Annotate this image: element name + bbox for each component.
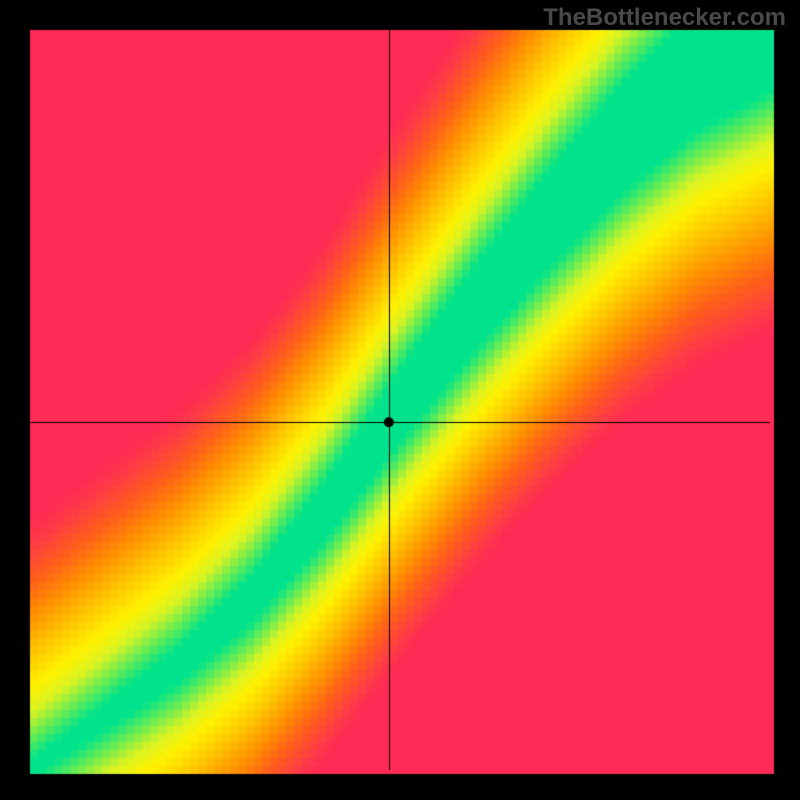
bottleneck-heatmap: [0, 0, 800, 800]
watermark-text: TheBottlenecker.com: [543, 4, 786, 32]
chart-container: TheBottlenecker.com: [0, 0, 800, 800]
